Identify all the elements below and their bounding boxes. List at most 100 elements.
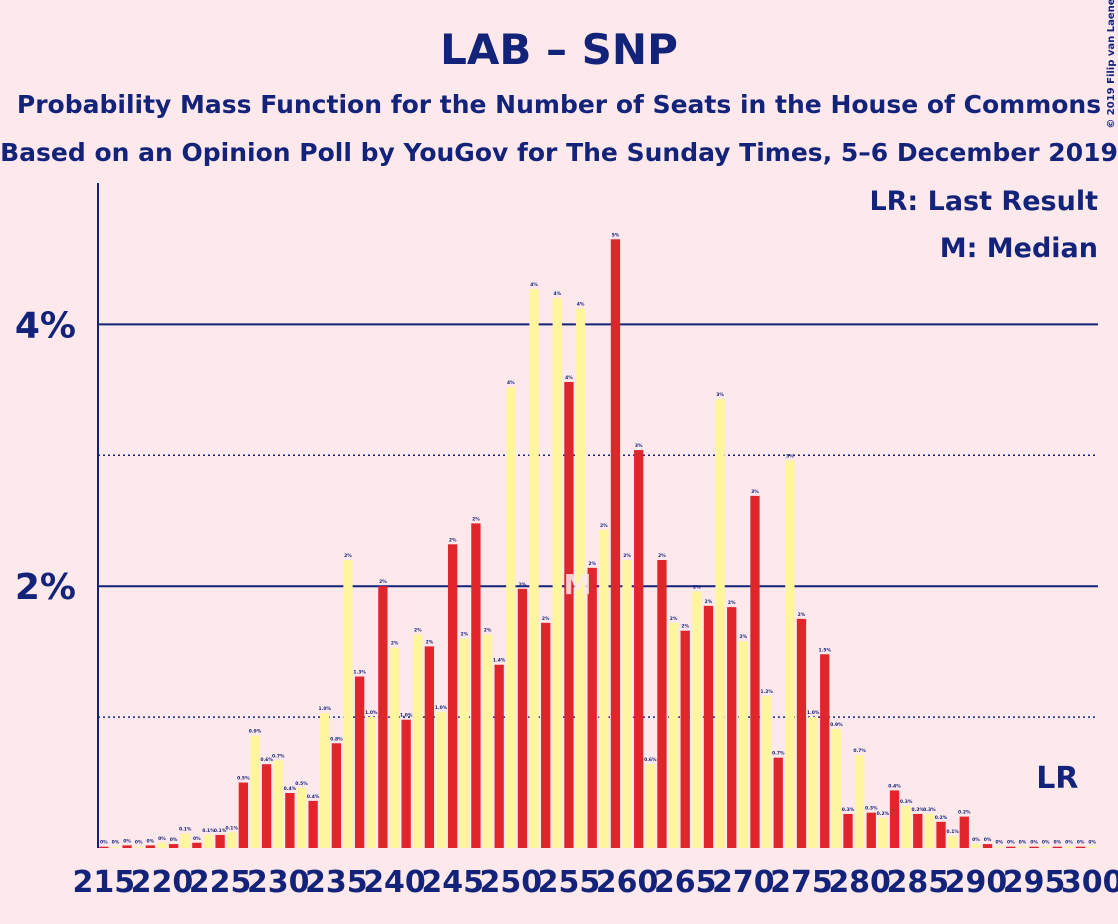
x-tick-label: 255 — [538, 865, 601, 900]
value-label: 3% — [786, 454, 794, 460]
bar — [657, 560, 667, 848]
x-tick-label: 235 — [305, 865, 368, 900]
value-label: 2% — [600, 523, 608, 529]
x-tick-label: 300 — [1061, 865, 1118, 900]
legend-entry: LR: Last Result — [869, 186, 1098, 217]
bar — [610, 239, 621, 848]
x-tick-label: 260 — [596, 865, 659, 900]
value-label: 0.5% — [295, 781, 308, 787]
value-label: 0.3% — [865, 806, 878, 812]
bar — [727, 607, 737, 848]
bar — [1075, 846, 1086, 848]
value-label: 5% — [612, 232, 620, 238]
bar — [645, 764, 655, 848]
x-tick-label: 290 — [945, 865, 1008, 900]
chart-subtitle: Based on an Opinion Poll by YouGov for T… — [0, 138, 1118, 167]
value-label: 0% — [112, 840, 120, 846]
value-label: 2% — [658, 553, 666, 559]
value-label: 1.0% — [807, 710, 820, 716]
value-label: 3% — [716, 392, 724, 398]
bar — [227, 832, 237, 848]
value-label: 4% — [507, 380, 515, 386]
x-tick-label: 275 — [770, 865, 833, 900]
bar — [145, 845, 155, 848]
bar — [320, 713, 330, 848]
value-label: 0.7% — [853, 748, 866, 754]
bar — [122, 845, 132, 848]
chart-subtitle: Probability Mass Function for the Number… — [17, 90, 1101, 119]
bar — [1029, 846, 1039, 848]
value-label: 0.1% — [225, 825, 238, 831]
value-label: 2% — [426, 639, 434, 645]
value-label: 0.3% — [842, 807, 855, 813]
value-label: 0.4% — [284, 786, 297, 792]
value-label: 0.3% — [912, 807, 925, 813]
bar — [517, 588, 528, 848]
x-tick-label: 250 — [479, 865, 542, 900]
bar — [738, 641, 748, 848]
value-label: 0% — [1019, 840, 1027, 846]
bar — [680, 630, 690, 848]
x-tick-label: 240 — [363, 865, 426, 900]
value-label: 1.2% — [760, 689, 773, 695]
bar — [413, 634, 423, 848]
value-label: 4% — [530, 282, 538, 288]
median-marker: M — [564, 568, 592, 601]
value-label: 0.1% — [202, 828, 215, 834]
value-label: 2% — [472, 516, 480, 522]
value-label: 0% — [1007, 840, 1015, 846]
bar — [634, 450, 644, 848]
value-label: 2% — [484, 628, 492, 634]
x-tick-label: 245 — [421, 865, 484, 900]
bar — [157, 842, 167, 848]
value-label: 1.3% — [353, 670, 366, 676]
value-label: 2% — [379, 579, 387, 585]
bar — [343, 560, 353, 848]
value-label: 0.1% — [214, 828, 227, 834]
x-tick-label: 265 — [654, 865, 717, 900]
bar — [215, 834, 225, 848]
value-label: 2% — [449, 537, 457, 543]
bar — [1052, 846, 1062, 848]
bar — [238, 782, 248, 848]
bar — [575, 308, 586, 848]
bar — [622, 560, 632, 848]
x-tick-label: 225 — [189, 865, 252, 900]
value-label: 4% — [553, 291, 561, 297]
value-label: 1.0% — [319, 706, 332, 712]
value-label: 0.3% — [900, 799, 913, 805]
bar — [459, 638, 469, 848]
bar — [692, 591, 702, 848]
bar — [785, 460, 795, 848]
bar — [436, 711, 446, 848]
value-label: 2% — [798, 612, 806, 618]
bar — [843, 813, 853, 848]
value-label: 0% — [193, 836, 201, 842]
bar — [296, 787, 307, 848]
bar — [796, 618, 807, 848]
bar — [668, 622, 679, 848]
value-label: 1.0% — [435, 705, 448, 711]
value-label: 2% — [670, 616, 678, 622]
bar — [448, 544, 458, 848]
value-label: 4% — [565, 375, 573, 381]
value-label: 0.3% — [923, 807, 936, 813]
bar — [203, 834, 214, 848]
value-label: 0.8% — [330, 736, 343, 742]
x-tick-label: 295 — [1003, 865, 1066, 900]
last-result-marker: LR — [1036, 761, 1078, 796]
bar — [180, 833, 190, 848]
bar — [424, 646, 435, 848]
x-tick-label: 285 — [886, 865, 949, 900]
bar — [110, 846, 121, 848]
bar — [273, 760, 283, 848]
bar — [168, 844, 179, 848]
bar — [494, 664, 504, 848]
bar — [703, 605, 714, 848]
value-label: 0.9% — [830, 722, 843, 728]
bar — [924, 813, 935, 848]
bar — [192, 842, 202, 848]
value-label: 2% — [391, 641, 399, 647]
value-label: 2% — [728, 600, 736, 606]
